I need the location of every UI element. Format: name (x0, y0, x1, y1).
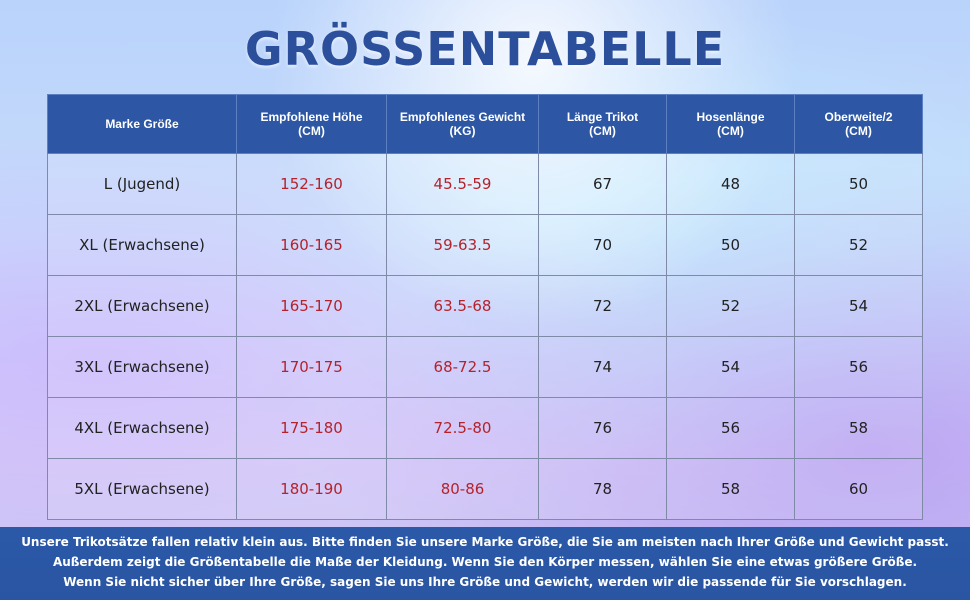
cell-pants-length: 50 (666, 214, 795, 276)
header-chest-half: Oberweite/2 (CM) (794, 94, 923, 154)
cell-height: 160-165 (236, 214, 387, 276)
cell-pants-length: 56 (666, 397, 795, 459)
cell-jersey-length: 74 (538, 336, 667, 398)
cell-size: L (Jugend) (47, 153, 237, 215)
table-row: 4XL (Erwachsene) 175-180 72.5-80 76 56 5… (47, 397, 923, 459)
cell-size: XL (Erwachsene) (47, 214, 237, 276)
cell-chest-half: 56 (794, 336, 923, 398)
header-pants-length: Hosenlänge (CM) (666, 94, 795, 154)
cell-pants-length: 54 (666, 336, 795, 398)
cell-weight: 68-72.5 (386, 336, 539, 398)
cell-pants-length: 52 (666, 275, 795, 337)
cell-height: 175-180 (236, 397, 387, 459)
cell-height: 180-190 (236, 458, 387, 520)
cell-jersey-length: 76 (538, 397, 667, 459)
page-title: GRÖSSENTABELLE (244, 22, 726, 76)
cell-chest-half: 50 (794, 153, 923, 215)
cell-size: 5XL (Erwachsene) (47, 458, 237, 520)
cell-chest-half: 58 (794, 397, 923, 459)
cell-weight: 63.5-68 (386, 275, 539, 337)
table-row: 2XL (Erwachsene) 165-170 63.5-68 72 52 5… (47, 275, 923, 337)
notes-footer: Unsere Trikotsätze fallen relativ klein … (0, 527, 970, 600)
cell-jersey-length: 78 (538, 458, 667, 520)
cell-jersey-length: 72 (538, 275, 667, 337)
cell-jersey-length: 70 (538, 214, 667, 276)
table-row: XL (Erwachsene) 160-165 59-63.5 70 50 52 (47, 214, 923, 276)
cell-chest-half: 52 (794, 214, 923, 276)
header-weight: Empfohlenes Gewicht (KG) (386, 94, 539, 154)
size-table: Marke Größe Empfohlene Höhe (CM) Empfohle… (47, 94, 923, 520)
table-row: 5XL (Erwachsene) 180-190 80-86 78 58 60 (47, 458, 923, 520)
cell-weight: 45.5-59 (386, 153, 539, 215)
cell-weight: 59-63.5 (386, 214, 539, 276)
cell-pants-length: 48 (666, 153, 795, 215)
cell-chest-half: 60 (794, 458, 923, 520)
table-header-row: Marke Größe Empfohlene Höhe (CM) Empfohle… (47, 94, 923, 154)
note-line: Außerdem zeigt die Größentabelle die Maß… (52, 555, 918, 569)
table-row: L (Jugend) 152-160 45.5-59 67 48 50 (47, 153, 923, 215)
cell-height: 165-170 (236, 275, 387, 337)
cell-weight: 80-86 (386, 458, 539, 520)
header-height: Empfohlene Höhe (CM) (236, 94, 387, 154)
note-line: Wenn Sie nicht sicher über Ihre Größe, s… (63, 575, 907, 589)
cell-pants-length: 58 (666, 458, 795, 520)
cell-chest-half: 54 (794, 275, 923, 337)
cell-jersey-length: 67 (538, 153, 667, 215)
cell-height: 170-175 (236, 336, 387, 398)
cell-weight: 72.5-80 (386, 397, 539, 459)
header-size: Marke Größe (47, 94, 237, 154)
header-jersey-length: Länge Trikot (CM) (538, 94, 667, 154)
cell-size: 3XL (Erwachsene) (47, 336, 237, 398)
cell-size: 2XL (Erwachsene) (47, 275, 237, 337)
cell-height: 152-160 (236, 153, 387, 215)
table-row: 3XL (Erwachsene) 170-175 68-72.5 74 54 5… (47, 336, 923, 398)
cell-size: 4XL (Erwachsene) (47, 397, 237, 459)
note-line: Unsere Trikotsätze fallen relativ klein … (21, 535, 949, 549)
